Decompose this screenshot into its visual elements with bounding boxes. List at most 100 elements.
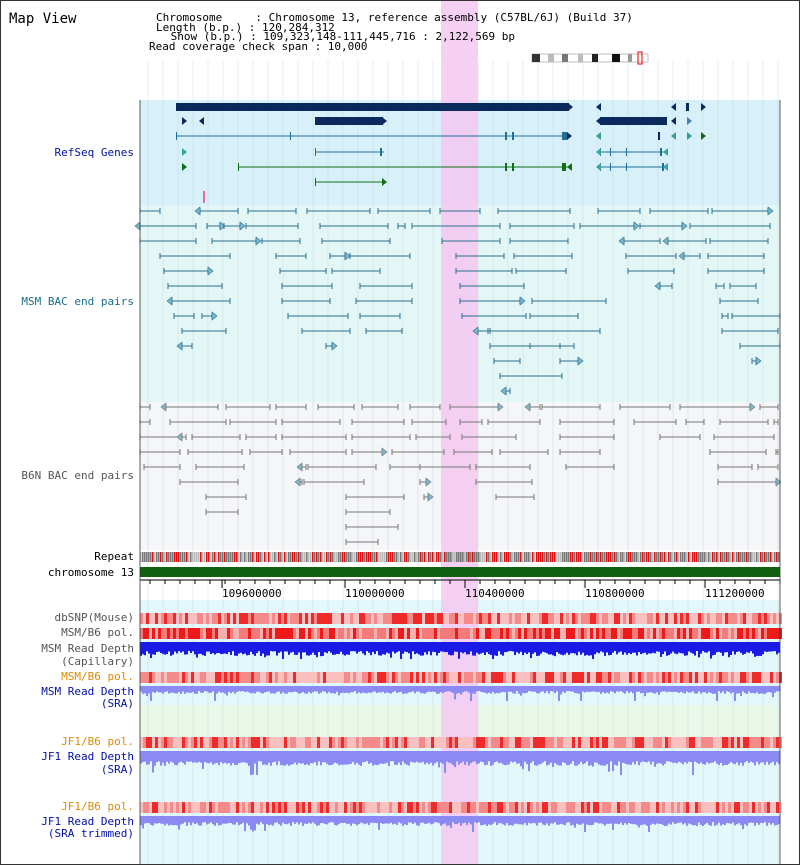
depth-bar [608, 816, 610, 824]
heatmap-cell [662, 613, 665, 624]
heatmap-cell [731, 628, 734, 639]
track-label-refseq-genes[interactable]: RefSeq Genes [54, 146, 134, 159]
heatmap-cell [284, 672, 287, 683]
heatmap-cell [434, 613, 437, 624]
heatmap-cell [320, 672, 323, 683]
depth-bar [342, 642, 344, 655]
depth-bar [220, 816, 222, 825]
depth-bar [574, 751, 576, 766]
depth-bar [376, 642, 378, 652]
heatmap-cell [371, 802, 374, 813]
heatmap-cell [779, 672, 782, 683]
depth-bar [206, 816, 208, 825]
heatmap-cell [182, 737, 185, 748]
heatmap-cell [275, 613, 278, 624]
depth-bar [370, 816, 372, 823]
refseq-gene-models[interactable] [176, 103, 706, 203]
depth-bar [352, 642, 354, 652]
heatmap-cell [248, 737, 251, 748]
heatmap-cell [728, 802, 731, 813]
heatmap-cell [476, 613, 479, 624]
depth-bar [558, 686, 560, 701]
depth-bar [170, 686, 172, 693]
heatmap-cell [476, 672, 479, 683]
heatmap-cell [533, 737, 536, 748]
repeat-mark [484, 552, 486, 562]
depth-bar [602, 686, 604, 693]
track-label-b6n-bac[interactable]: B6N BAC end pairs [21, 469, 134, 482]
heatmap-cell [527, 613, 530, 624]
track-label-msm-bac[interactable]: MSM BAC end pairs [21, 295, 134, 308]
heatmap-cell [485, 737, 488, 748]
depth-bar [260, 686, 262, 694]
msm-bac-pairs[interactable] [134, 206, 781, 396]
heatmap-cell [542, 802, 545, 813]
depth-bar [240, 751, 242, 763]
heatmap-cell [623, 672, 626, 683]
depth-bar [672, 816, 674, 823]
depth-bar [594, 642, 596, 655]
repeat-mark [588, 552, 590, 562]
heatmap-cell [722, 613, 725, 624]
depth-bar [666, 751, 668, 762]
bac-arrow [749, 402, 756, 412]
heatmap-cell [530, 628, 533, 639]
depth-bar [662, 642, 664, 655]
repeat-mark [660, 552, 662, 562]
heatmap-cell [650, 628, 653, 639]
depth-bar [684, 642, 686, 656]
depth-bar [276, 642, 278, 656]
depth-bar [544, 751, 546, 762]
depth-bar [734, 816, 736, 826]
heatmap-cell [737, 613, 740, 624]
depth-bar [400, 816, 402, 824]
depth-bar [296, 686, 298, 693]
depth-bar [176, 642, 178, 654]
heatmap-cell [410, 737, 413, 748]
depth-bar [186, 642, 188, 655]
b6n-bac-pairs[interactable] [139, 402, 782, 545]
depth-bar [514, 751, 516, 762]
heatmap-cell [251, 672, 254, 683]
depth-bar [578, 642, 580, 652]
depth-bar [210, 751, 212, 763]
heatmap-cell [152, 737, 155, 748]
heatmap-cell [665, 628, 668, 639]
heatmap-cell [287, 672, 290, 683]
heatmap-cell [314, 802, 317, 813]
depth-bar [572, 816, 574, 825]
depth-bar [770, 751, 772, 763]
depth-bar [316, 751, 318, 766]
depth-bar [376, 751, 378, 766]
selection-highlight[interactable] [441, 0, 478, 865]
gene-exon [626, 163, 627, 171]
depth-bar [430, 816, 432, 825]
depth-bar [520, 751, 522, 767]
heatmap-cell [737, 628, 740, 639]
heatmap-cell [722, 737, 725, 748]
repeat-mark [500, 552, 502, 562]
heatmap-cell [641, 672, 644, 683]
repeat-mark [432, 552, 434, 562]
depth-bar [704, 642, 706, 653]
heatmap-cell [587, 613, 590, 624]
heatmap-cell [641, 628, 644, 639]
depth-bar [670, 751, 672, 763]
heatmap-cell [356, 628, 359, 639]
heatmap-cell [296, 672, 299, 683]
depth-bar [738, 686, 740, 694]
heatmap-cell [746, 613, 749, 624]
depth-bar [694, 686, 696, 694]
heatmap-cell [347, 802, 350, 813]
chromosome-ideogram[interactable] [531, 51, 649, 65]
depth-bar [454, 642, 456, 652]
depth-bar [734, 751, 736, 765]
bac-arrow [344, 251, 351, 261]
depth-bar [742, 642, 744, 655]
heatmap-cell [521, 613, 524, 624]
heatmap-cell [539, 737, 542, 748]
repeat-mark [388, 552, 390, 562]
heatmap-cell [458, 613, 461, 624]
depth-bar [412, 642, 414, 652]
